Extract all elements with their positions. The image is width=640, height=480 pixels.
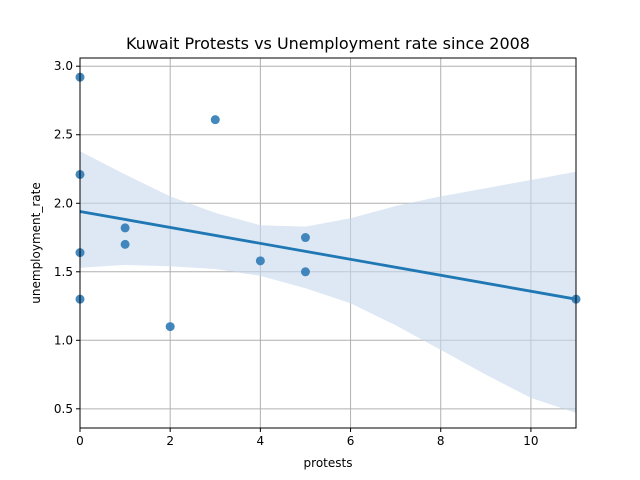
y-tick-label: 0.5	[54, 402, 73, 416]
x-tick-label: 2	[166, 434, 174, 448]
data-point	[165, 322, 175, 332]
data-point	[120, 239, 130, 249]
confidence-band	[80, 151, 576, 413]
data-point	[300, 233, 310, 243]
y-axis-label: unemployment_rate	[29, 182, 43, 303]
x-tick-label: 8	[437, 434, 445, 448]
y-tick-label: 3.0	[54, 59, 73, 73]
y-tick-label: 2.5	[54, 128, 73, 142]
y-tick-label: 2.0	[54, 196, 73, 210]
ticks: 0 2 4 6 8 10 0.5 1.0 1.5 2.0 2.5 3.0	[54, 59, 539, 448]
plot-frame	[79, 57, 577, 429]
data-point	[210, 115, 220, 125]
x-tick-label: 4	[257, 434, 265, 448]
y-tick-label: 1.5	[54, 265, 73, 279]
y-tick-label: 1.0	[54, 333, 73, 347]
data-point	[120, 223, 130, 233]
x-axis-label: protests	[304, 456, 353, 470]
x-tick-label: 6	[347, 434, 355, 448]
data-point	[300, 267, 310, 277]
regression-line	[79, 210, 577, 301]
data-point	[255, 256, 265, 266]
x-tick-label: 10	[523, 434, 538, 448]
points-layer	[75, 72, 581, 332]
confidence-band-layer	[80, 151, 576, 413]
chart-title: Kuwait Protests vs Unemployment rate sin…	[126, 34, 530, 53]
regression-layer	[79, 210, 577, 301]
x-tick-label: 0	[76, 434, 84, 448]
